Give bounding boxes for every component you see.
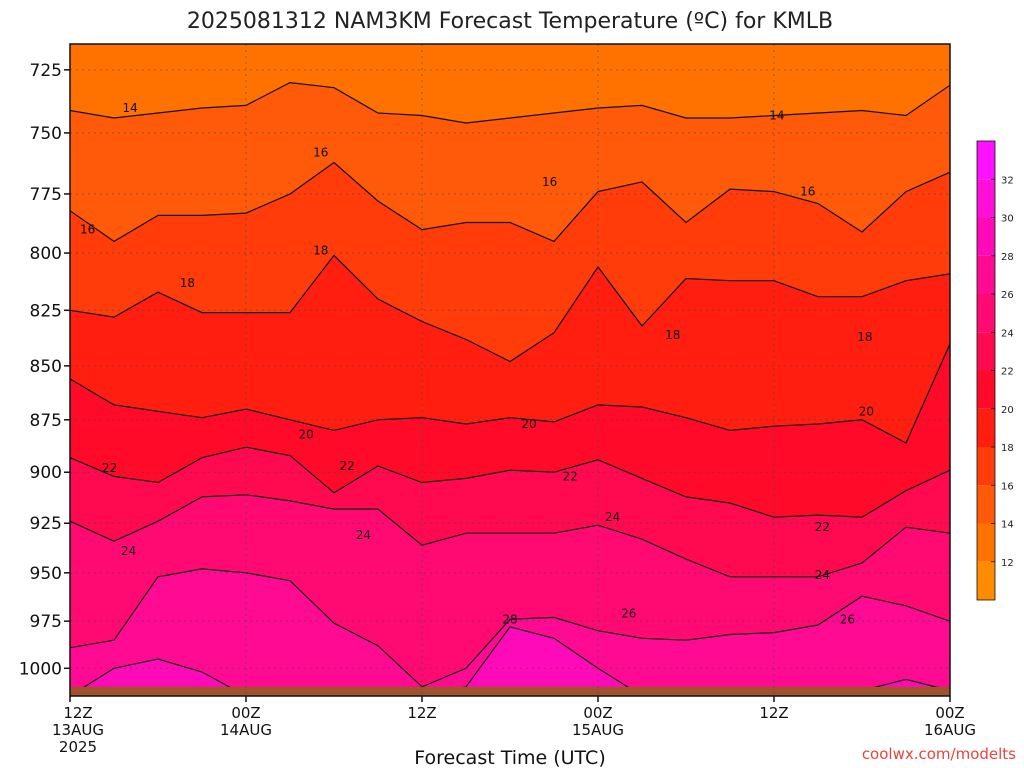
contour-label: 18 <box>180 276 195 290</box>
colorbar: 12 14 16 18 20 22 24 26 28 30 32 <box>976 140 1014 601</box>
contour-label: 20 <box>521 417 536 431</box>
credit-link[interactable]: coolwx.com/modelts <box>862 745 1016 763</box>
y-tick-label: 875 <box>30 411 62 431</box>
contour-label: 18 <box>665 328 680 342</box>
isotherm-22 <box>70 446 950 518</box>
colorbar-swatch <box>977 255 995 294</box>
y-tick-label: 975 <box>30 612 62 632</box>
y-tick-label: 850 <box>30 357 62 377</box>
y-tick-label: 925 <box>30 514 62 534</box>
colorbar-swatch <box>977 523 995 562</box>
colorbar-tick-label: 28 <box>1001 252 1014 263</box>
colorbar-swatch <box>977 179 995 218</box>
x-tick-label: 12Z <box>63 704 92 722</box>
contour-label: 16 <box>800 185 815 199</box>
y-tick-label: 725 <box>30 61 62 81</box>
isotherm-18 <box>70 254 950 363</box>
colorbar-swatch <box>977 370 995 409</box>
plot-area: 14 14 16 16 16 16 18 18 18 18 20 20 20 22 22 22 22 24 24 24… <box>19 43 976 756</box>
contour-label: 18 <box>857 330 872 344</box>
y-tick-label: 750 <box>30 124 62 144</box>
x-tick-label: 12Z <box>759 704 788 722</box>
contour-label: 14 <box>769 108 784 122</box>
colorbar-swatch <box>977 561 995 600</box>
contour-label: 26 <box>621 607 636 621</box>
contour-label: 16 <box>80 223 95 237</box>
contour-label: 24 <box>356 528 371 542</box>
x-tick-label: 00Z <box>583 704 612 722</box>
plot-frame <box>69 43 951 697</box>
contour-label: 24 <box>605 510 620 524</box>
x-tick-label: 15AUG <box>572 721 624 739</box>
x-tick-label: 14AUG <box>220 721 272 739</box>
contour-label: 16 <box>542 175 557 189</box>
colorbar-tick-label: 32 <box>1001 175 1014 186</box>
x-tick-label: 13AUG <box>52 721 104 739</box>
isotherm-26 <box>70 568 950 688</box>
x-tick-label: 16AUG <box>924 721 976 739</box>
isotherm-24 <box>70 494 950 578</box>
x-tick-label: 2025 <box>59 738 97 756</box>
contour-label: 24 <box>121 544 136 558</box>
ground-strip <box>70 686 950 696</box>
contour-label: 22 <box>562 469 577 483</box>
colorbar-tick-label: 16 <box>1001 481 1014 492</box>
colorbar-swatch <box>977 332 995 371</box>
contour-label: 22 <box>102 461 117 475</box>
contour-label: 20 <box>298 428 313 442</box>
contour-label: 28 <box>502 612 517 626</box>
contour-label: 16 <box>313 146 328 160</box>
contour-label: 20 <box>859 404 874 418</box>
colorbar-swatch <box>977 294 995 333</box>
colorbar-swatch <box>977 141 995 180</box>
colorbar-tick-label: 24 <box>1001 328 1014 339</box>
contour-label: 14 <box>122 101 137 115</box>
colorbar-tick-label: 12 <box>1001 558 1014 569</box>
isotherm-14 <box>70 81 950 124</box>
contour-label: 22 <box>340 459 355 473</box>
colorbar-tick-label: 14 <box>1001 520 1014 531</box>
contour-label: 22 <box>815 520 830 534</box>
colorbar-swatch <box>977 447 995 486</box>
temp-band-28 <box>70 626 950 696</box>
contour-label: 26 <box>840 612 855 626</box>
y-tick-label: 775 <box>30 185 62 205</box>
x-tick-label: 00Z <box>935 704 964 722</box>
colorbar-swatch <box>977 485 995 524</box>
colorbar-tick-label: 26 <box>1001 290 1014 301</box>
colorbar-swatch <box>977 408 995 447</box>
contour-label: 18 <box>313 244 328 258</box>
x-tick-label: 00Z <box>231 704 260 722</box>
colorbar-tick-label: 20 <box>1001 405 1014 416</box>
y-tick-label: 825 <box>30 301 62 321</box>
colorbar-tick-label: 22 <box>1001 367 1014 378</box>
colorbar-swatch <box>977 217 995 256</box>
isotherm-20 <box>70 343 950 444</box>
y-tick-label: 900 <box>30 463 62 483</box>
colorbar-tick-label: 18 <box>1001 443 1014 454</box>
y-tick-label: 800 <box>30 244 62 264</box>
contour-label: 24 <box>815 568 830 582</box>
temperature-bands <box>70 44 950 696</box>
chart-title: 2025081312 NAM3KM Forecast Temperature (… <box>187 9 833 34</box>
y-tick-label: 1000 <box>19 659 62 679</box>
isotherm-16 <box>70 161 950 243</box>
colorbar-tick-label: 30 <box>1001 214 1014 225</box>
y-tick-label: 950 <box>30 564 62 584</box>
isotherm-28 <box>70 626 950 696</box>
x-axis-label: Forecast Time (UTC) <box>414 747 605 768</box>
x-tick-label: 12Z <box>407 704 436 722</box>
